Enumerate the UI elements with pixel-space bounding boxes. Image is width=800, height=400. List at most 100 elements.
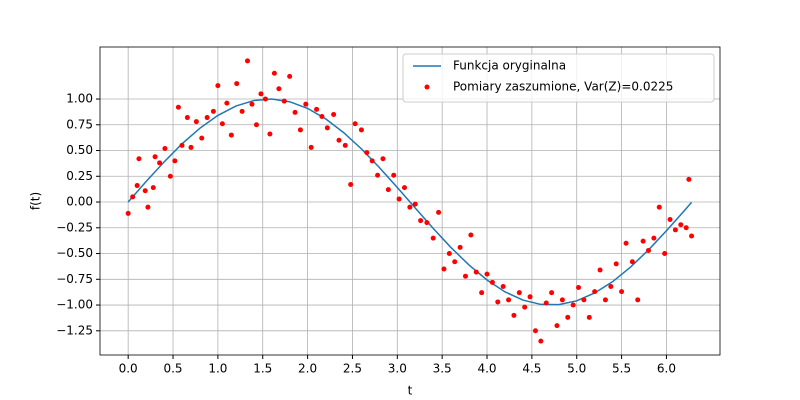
y-tick-label: 0.25 [66, 169, 93, 183]
x-tick-label: 0.0 [119, 362, 138, 376]
scatter-point [244, 58, 250, 64]
scatter-point [635, 297, 641, 303]
scatter-point [678, 222, 684, 228]
y-tick-label: −1.25 [56, 323, 93, 337]
x-tick-label: 3.5 [433, 362, 452, 376]
scatter-point [364, 150, 370, 156]
y-tick-label: 0.00 [66, 195, 93, 209]
scatter-point [457, 244, 463, 250]
x-tick-label: 6.0 [657, 362, 676, 376]
scatter-point [258, 91, 264, 97]
scatter-point [623, 240, 629, 246]
scatter-point [686, 176, 692, 182]
x-tick-label: 1.0 [208, 362, 227, 376]
scatter-point [342, 142, 348, 148]
scatter-point [452, 259, 458, 265]
scatter-point [234, 81, 240, 87]
scatter-point [336, 137, 342, 143]
x-tick-label: 2.0 [298, 362, 317, 376]
scatter-point [130, 194, 136, 200]
scatter-point [645, 247, 651, 253]
scatter-point [683, 225, 689, 231]
x-tick-label: 4.0 [477, 362, 496, 376]
scatter-point [667, 217, 673, 223]
scatter-point [576, 285, 582, 291]
scatter-point [276, 86, 282, 92]
x-tick-label: 3.0 [388, 362, 407, 376]
scatter-point [152, 154, 158, 160]
scatter-point [267, 131, 273, 137]
scatter-point [651, 235, 657, 241]
y-tick-label: −0.25 [56, 220, 93, 234]
scatter-point [629, 259, 635, 265]
scatter-point [516, 290, 522, 296]
scatter-point [565, 314, 571, 320]
function-line [127, 98, 693, 306]
scatter-point [479, 290, 485, 296]
scatter-point [441, 266, 447, 272]
scatter-point [184, 115, 190, 121]
y-axis-label: f(t) [29, 192, 43, 210]
scatter-point [672, 227, 678, 233]
scatter-point [125, 210, 131, 216]
scatter-point [495, 299, 501, 305]
scatter-point [401, 185, 407, 191]
scatter-point [462, 273, 468, 279]
scatter-point [136, 156, 142, 162]
scatter-point [468, 232, 474, 238]
scatter-point [172, 158, 178, 164]
scatter-point [281, 98, 287, 104]
scatter-point [689, 233, 695, 239]
y-tick-label: −1.00 [56, 298, 93, 312]
scatter-point [199, 135, 205, 141]
legend-marker [424, 84, 430, 90]
x-tick-label: 2.5 [343, 362, 362, 376]
scatter-point [150, 185, 156, 191]
scatter-point [608, 283, 614, 289]
scatter-point [375, 172, 381, 178]
scatter-point [424, 220, 430, 226]
scatter-point [489, 279, 495, 285]
scatter-point [204, 115, 210, 121]
scatter-point [228, 132, 234, 138]
scatter-point [532, 328, 538, 334]
x-tick-label: 5.0 [567, 362, 586, 376]
scatter-point [369, 158, 375, 164]
scatter-point [224, 100, 230, 106]
scatter-point [385, 187, 391, 193]
scatter-point [407, 204, 413, 210]
scatter-point [538, 338, 544, 344]
scatter-point [581, 297, 587, 303]
scatter-point [380, 156, 386, 162]
scatter-point [662, 251, 668, 257]
scatter-point [271, 70, 277, 76]
scatter-point [430, 235, 436, 241]
scatter-point [500, 283, 506, 289]
scatter-point [179, 142, 185, 148]
legend-label: Pomiary zaszumione, Var(Z)=0.0225 [453, 80, 673, 94]
scatter-point [358, 127, 364, 133]
scatter-point [292, 109, 298, 115]
y-tick-label: −0.50 [56, 246, 93, 260]
scatter-point [167, 173, 173, 179]
scatter-point [559, 297, 565, 303]
scatter-point [484, 271, 490, 277]
legend-box [402, 53, 715, 103]
scatter-point [602, 297, 608, 303]
scatter-point [188, 144, 194, 150]
scatter-point [418, 218, 424, 224]
scatter-point [570, 302, 576, 308]
scatter-point [162, 145, 168, 151]
scatter-point [210, 108, 216, 114]
scatter-point [522, 304, 528, 310]
scatter-point [446, 251, 452, 257]
scatter-point [134, 183, 140, 189]
scatter-point [219, 121, 225, 127]
x-tick-label: 1.5 [253, 362, 272, 376]
scatter-point [549, 290, 555, 296]
scatter-point [527, 294, 533, 300]
x-tick-label: 4.5 [522, 362, 541, 376]
scatter-point [506, 297, 512, 303]
scatter-point [319, 114, 325, 120]
scatter-point [597, 267, 603, 273]
